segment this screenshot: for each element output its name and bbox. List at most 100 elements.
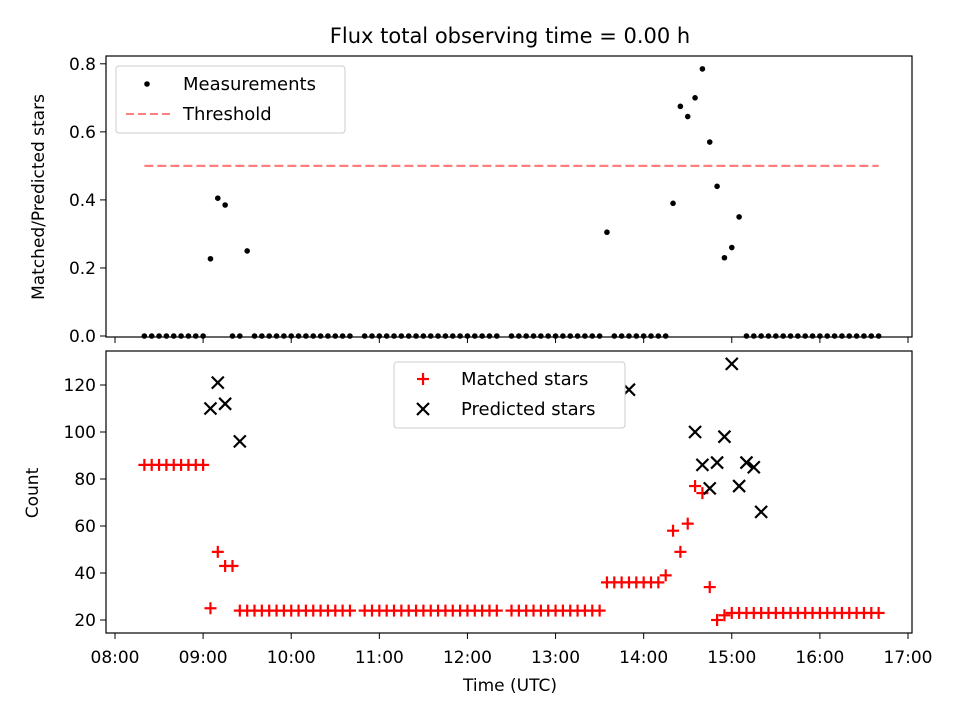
- predicted-star-point: [710, 455, 724, 470]
- measurement-point: [339, 333, 346, 339]
- matched-star-point: [204, 602, 217, 615]
- measurement-point: [523, 333, 529, 339]
- measurement-point: [192, 333, 199, 339]
- measurement-point: [662, 333, 669, 339]
- matched-star-point: [703, 581, 716, 594]
- measurement-point: [259, 333, 265, 339]
- predicted-star-point: [717, 429, 732, 444]
- measurement-point: [552, 333, 559, 339]
- bottom-ytick-label: 40: [74, 564, 96, 584]
- top-ylabel: Matched/Predicted stars: [29, 94, 49, 300]
- measurement-point: [214, 195, 221, 202]
- bottom-xtick-label: 17:00: [884, 648, 933, 668]
- measurement-point: [494, 333, 500, 339]
- measurement-point: [670, 200, 676, 207]
- measurement-point: [618, 333, 625, 339]
- bottom-plot-area: [138, 357, 885, 626]
- measurement-point: [332, 333, 339, 339]
- top-panel: 0.00.20.40.60.8 Matched/Predicted stars …: [29, 55, 913, 347]
- measurement-point: [413, 333, 419, 339]
- matched-star-point: [689, 480, 702, 493]
- measurement-point: [303, 333, 309, 339]
- legend-matched-marker: [417, 373, 429, 385]
- measurement-point: [692, 95, 698, 101]
- measurement-point: [207, 255, 214, 262]
- measurement-point: [148, 333, 155, 339]
- measurement-point: [868, 333, 875, 339]
- measurement-point: [655, 333, 662, 339]
- measurement-point: [479, 333, 485, 339]
- bottom-xtick-label: 16:00: [795, 648, 844, 668]
- bottom-ytick-label: 80: [74, 470, 96, 490]
- measurement-point: [743, 333, 750, 339]
- measurement-point: [398, 333, 405, 339]
- measurement-point: [648, 333, 654, 339]
- bottom-ticks: 20 40 60 80 100 120 08:00 09:00 10:00 11:00 12:00 1…: [64, 376, 933, 668]
- measurement-point: [560, 333, 566, 339]
- measurement-point: [449, 333, 456, 339]
- measurement-point: [839, 333, 845, 339]
- measurement-point: [361, 333, 368, 339]
- measurement-point: [376, 333, 383, 339]
- measurement-point: [728, 244, 735, 251]
- measurement-point: [471, 333, 478, 339]
- predicted-star-point: [732, 479, 746, 493]
- predicted-star-point: [211, 375, 225, 390]
- measurement-point: [281, 333, 287, 339]
- bottom-ytick-label: 120: [64, 376, 96, 396]
- measurement-point: [802, 333, 809, 339]
- measurement-point: [369, 333, 375, 339]
- measurement-point: [773, 333, 779, 339]
- bottom-xtick-label: 13:00: [531, 648, 580, 668]
- measurement-point: [589, 333, 596, 339]
- measurement-point: [640, 333, 647, 339]
- measurement-point: [237, 333, 243, 339]
- measurement-point: [317, 333, 324, 339]
- legend-predicted-marker: [416, 402, 430, 416]
- measurement-point: [633, 333, 640, 339]
- measurement-point: [861, 333, 867, 339]
- matched-star-point: [667, 524, 680, 537]
- measurement-point: [684, 113, 691, 120]
- matched-star-point: [593, 604, 606, 617]
- measurement-point: [457, 333, 463, 339]
- measurement-point: [244, 248, 250, 254]
- matched-star-point: [211, 545, 224, 558]
- bottom-xlabel: Time (UTC): [462, 676, 557, 696]
- measurement-point: [596, 333, 603, 339]
- measurement-point: [714, 183, 720, 190]
- measurement-point: [817, 333, 823, 339]
- measurement-point: [530, 333, 537, 339]
- measurement-point: [574, 333, 581, 339]
- measurement-point: [853, 333, 860, 339]
- legend-measurements-marker: [144, 81, 150, 87]
- measurement-point: [736, 214, 742, 220]
- bottom-xtick-label: 15:00: [707, 648, 756, 668]
- measurement-point: [200, 333, 206, 339]
- measurement-point: [295, 333, 302, 339]
- bottom-xtick-label: 09:00: [179, 648, 228, 668]
- predicted-star-point: [203, 401, 218, 416]
- measurement-point: [442, 333, 449, 339]
- matched-star-point: [718, 609, 731, 622]
- bottom-ytick-label: 60: [74, 517, 96, 537]
- matched-star-point: [872, 606, 885, 619]
- measurement-point: [846, 333, 853, 339]
- measurement-point: [383, 333, 390, 339]
- predicted-star-point: [739, 455, 754, 470]
- predicted-star-point: [702, 481, 717, 496]
- measurement-point: [427, 333, 434, 339]
- measurement-point: [273, 333, 280, 339]
- measurement-point: [229, 333, 236, 339]
- measurement-point: [266, 333, 272, 339]
- measurement-point: [809, 333, 816, 339]
- top-plot-area: [141, 66, 882, 339]
- measurement-point: [420, 333, 427, 339]
- measurement-point: [347, 333, 353, 339]
- legend-matched-label: Matched stars: [461, 369, 588, 390]
- bottom-xtick-label: 11:00: [355, 648, 404, 668]
- measurement-point: [178, 333, 184, 339]
- matched-star-point: [711, 614, 724, 626]
- top-ytick-label: 0.6: [69, 123, 96, 143]
